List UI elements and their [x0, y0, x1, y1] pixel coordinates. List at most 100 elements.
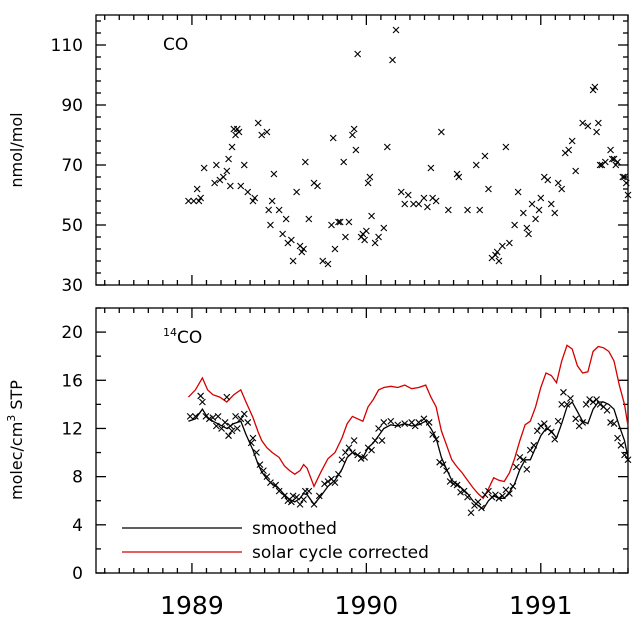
co-data-point	[267, 221, 274, 229]
co-data-point	[506, 239, 513, 247]
co-data-point	[235, 128, 243, 136]
co-data-point	[554, 179, 562, 187]
co-data-point	[622, 179, 630, 187]
co-data-point	[314, 182, 321, 190]
14co-data-point	[293, 493, 300, 501]
14co-data-point	[589, 398, 597, 406]
14co-data-point	[523, 466, 531, 473]
co-data-point	[185, 197, 192, 205]
14co-data-point	[415, 419, 423, 426]
co-data-point	[349, 131, 356, 139]
co-data-point	[328, 221, 335, 229]
14co-data-point	[209, 414, 217, 422]
14co-data-point	[603, 406, 611, 414]
14co-data-point	[380, 419, 388, 426]
year-tick-label: 1989	[160, 591, 224, 617]
co-data-point	[427, 164, 435, 172]
14co-label-main: CO	[177, 328, 202, 348]
14co-data-point	[244, 419, 252, 426]
14co-data-point	[280, 492, 288, 500]
co-y-tick-label: 90	[61, 96, 83, 116]
14co-data-point	[335, 470, 342, 478]
14co-data-points	[186, 388, 632, 517]
14co-data-point	[321, 480, 328, 488]
co-data-point	[200, 164, 208, 172]
14co-data-point	[394, 421, 402, 429]
14co-data-point	[247, 439, 255, 447]
co-data-point	[485, 185, 492, 193]
14co-data-point	[624, 456, 632, 464]
14co-data-point	[305, 487, 313, 495]
co-data-point	[240, 161, 248, 169]
co-data-point	[568, 137, 576, 145]
14co-data-point	[197, 392, 205, 400]
14co-data-point	[232, 413, 239, 420]
co-data-point	[190, 197, 198, 205]
co-data-point	[397, 188, 405, 196]
co-data-point	[472, 161, 480, 169]
14co-data-point	[567, 394, 574, 402]
14co-data-point	[432, 435, 440, 443]
14co-data-point	[401, 420, 409, 428]
co-data-point	[499, 242, 506, 250]
co-data-point	[593, 128, 600, 136]
co-data-point	[558, 185, 566, 193]
co-data-point	[596, 161, 604, 169]
co-data-point	[621, 173, 628, 181]
co-data-point	[535, 206, 543, 214]
14co-data-point	[460, 487, 468, 495]
co-data-point	[219, 173, 227, 181]
co-data-point	[607, 146, 614, 154]
co-data-point	[354, 50, 362, 58]
14co-data-point	[537, 422, 545, 430]
ylabel-suffix: STP	[7, 380, 26, 415]
co-panel: 30 50 70 90 110 nmol/mol CO	[7, 14, 632, 296]
14co-data-point	[345, 444, 353, 452]
co-y-axis-title: nmol/mol	[7, 112, 26, 187]
14co-y-tick-label: 4	[72, 516, 83, 536]
14co-data-point	[467, 509, 475, 517]
14co-data-point	[387, 417, 395, 425]
co-data-point	[528, 200, 536, 208]
co-y-tick-label: 70	[61, 156, 83, 176]
14co-data-point	[192, 413, 199, 420]
co-data-point	[289, 257, 297, 265]
co-data-point	[476, 206, 484, 214]
14co-data-point	[310, 500, 318, 508]
co-data-point	[424, 203, 431, 211]
14co-data-point	[509, 482, 517, 490]
14co-data-point	[610, 420, 618, 428]
co-data-point	[361, 236, 369, 244]
14co-data-point	[593, 396, 600, 403]
14co-data-point	[506, 490, 513, 497]
co-data-point	[305, 215, 313, 223]
co-data-point	[282, 215, 290, 223]
co-data-point	[455, 173, 463, 181]
co-data-point	[324, 260, 332, 268]
co-data-point	[345, 218, 353, 226]
14co-data-point	[228, 427, 236, 435]
14co-y-tick-label: 20	[61, 323, 83, 343]
co-data-point	[579, 119, 587, 127]
co-data-point	[511, 221, 519, 229]
legend-label: solar cycle corrected	[252, 543, 429, 563]
co-data-point	[228, 143, 236, 151]
14co-y-tick-label: 8	[72, 468, 83, 488]
14co-data-point	[499, 492, 506, 500]
co-data-points	[185, 26, 632, 268]
14co-axis-ticks	[96, 307, 629, 574]
co-data-point	[331, 245, 339, 253]
14co-data-point	[551, 435, 559, 443]
14co-data-point	[617, 441, 625, 449]
14co-data-point	[287, 498, 295, 506]
14co-data-point	[512, 463, 520, 471]
co-data-point	[444, 206, 452, 214]
14co-panel: 0 4 8 12 16 20 1989 1990 1991 molec/cm3 STP 14C…	[5, 307, 632, 617]
co-data-point	[404, 191, 412, 199]
14co-data-point	[202, 413, 210, 420]
co-data-point	[380, 224, 388, 232]
14co-data-point	[560, 388, 567, 396]
co-data-point	[502, 143, 510, 151]
co-data-point	[601, 158, 609, 166]
co-data-point	[565, 146, 573, 154]
